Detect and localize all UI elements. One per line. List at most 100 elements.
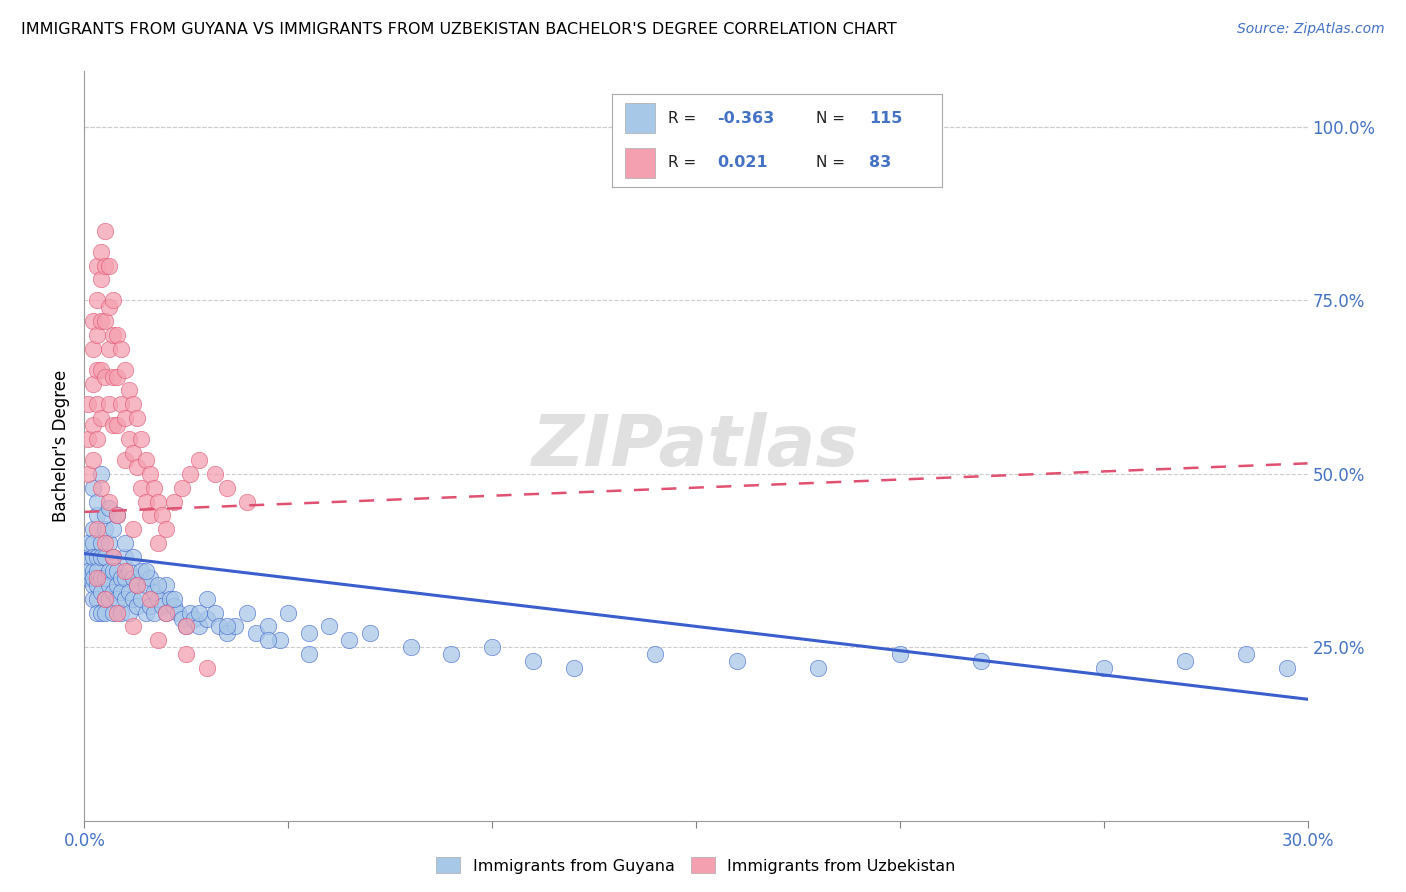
Point: [146, 578, 169, 592]
Point: [86, 397, 108, 411]
Point: [217, 619, 239, 633]
Point: [93, 508, 115, 523]
Point: [195, 661, 218, 675]
Point: [187, 453, 209, 467]
Point: [138, 508, 160, 523]
Point: [138, 591, 160, 606]
Point: [339, 633, 361, 648]
Point: [86, 522, 108, 536]
Point: [138, 571, 160, 585]
Text: -0.363: -0.363: [717, 111, 775, 126]
Point: [131, 564, 153, 578]
Point: [97, 494, 120, 508]
Point: [82, 591, 104, 606]
Point: [118, 384, 141, 398]
Point: [101, 584, 124, 599]
Point: [195, 612, 218, 626]
Point: [159, 591, 181, 606]
Point: [86, 508, 108, 523]
Point: [644, 647, 666, 661]
Point: [77, 564, 100, 578]
Point: [122, 619, 145, 633]
Point: [725, 654, 748, 668]
Text: IMMIGRANTS FROM GUYANA VS IMMIGRANTS FROM UZBEKISTAN BACHELOR'S DEGREE CORRELATI: IMMIGRANTS FROM GUYANA VS IMMIGRANTS FRO…: [21, 22, 897, 37]
Point: [224, 619, 246, 633]
Point: [105, 418, 128, 433]
Point: [93, 522, 115, 536]
Point: [131, 591, 153, 606]
Point: [127, 578, 149, 592]
Point: [90, 606, 112, 620]
Point: [77, 397, 100, 411]
Point: [82, 578, 104, 592]
Point: [101, 549, 124, 564]
Point: [298, 647, 321, 661]
Point: [138, 467, 160, 481]
Point: [110, 397, 132, 411]
Point: [110, 606, 132, 620]
Bar: [624, 103, 655, 133]
Legend: Immigrants from Guyana, Immigrants from Uzbekistan: Immigrants from Guyana, Immigrants from …: [430, 851, 962, 880]
Point: [257, 633, 280, 648]
Point: [163, 599, 186, 613]
Point: [122, 571, 145, 585]
Point: [82, 418, 104, 433]
Point: [86, 362, 108, 376]
Point: [183, 612, 205, 626]
Point: [150, 508, 173, 523]
Point: [122, 591, 145, 606]
Text: N =: N =: [817, 155, 851, 170]
Point: [86, 606, 108, 620]
Point: [86, 293, 108, 308]
Point: [131, 432, 153, 446]
Point: [97, 564, 120, 578]
Point: [93, 549, 115, 564]
Text: ZIPatlas: ZIPatlas: [533, 411, 859, 481]
Point: [110, 584, 132, 599]
Point: [174, 619, 197, 633]
Point: [90, 571, 112, 585]
Point: [101, 328, 124, 343]
Point: [187, 606, 209, 620]
Point: [135, 453, 157, 467]
Point: [105, 591, 128, 606]
Point: [82, 376, 104, 391]
Point: [97, 501, 120, 516]
Point: [118, 584, 141, 599]
Point: [204, 606, 226, 620]
Point: [93, 606, 115, 620]
Point: [118, 564, 141, 578]
Point: [86, 259, 108, 273]
Point: [105, 606, 128, 620]
Text: 83: 83: [869, 155, 891, 170]
Point: [277, 606, 299, 620]
Point: [97, 259, 120, 273]
Point: [97, 397, 120, 411]
Point: [93, 224, 115, 238]
Point: [135, 564, 157, 578]
Text: N =: N =: [817, 111, 851, 126]
Point: [93, 259, 115, 273]
Point: [146, 536, 169, 550]
Point: [127, 411, 149, 425]
Point: [105, 369, 128, 384]
Point: [155, 606, 177, 620]
Point: [93, 536, 115, 550]
Point: [93, 571, 115, 585]
Point: [118, 432, 141, 446]
Point: [146, 591, 169, 606]
Point: [440, 647, 463, 661]
Point: [208, 619, 231, 633]
Point: [101, 369, 124, 384]
Point: [217, 481, 239, 495]
Point: [167, 606, 190, 620]
Point: [1277, 661, 1299, 675]
Text: R =: R =: [668, 111, 702, 126]
Point: [90, 244, 112, 259]
Point: [245, 626, 267, 640]
Point: [1092, 661, 1115, 675]
Point: [146, 494, 169, 508]
Point: [318, 619, 340, 633]
Point: [82, 342, 104, 356]
Point: [86, 578, 108, 592]
